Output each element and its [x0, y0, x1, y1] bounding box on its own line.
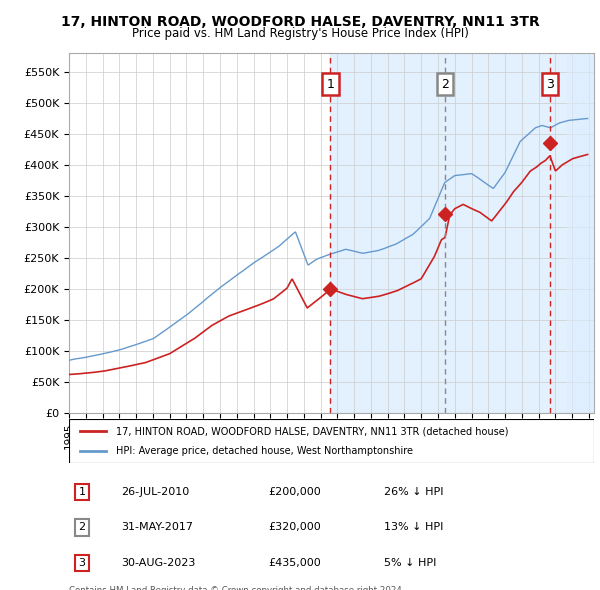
- Text: 13% ↓ HPI: 13% ↓ HPI: [384, 523, 443, 532]
- Bar: [566, 53, 594, 413]
- Text: Price paid vs. HM Land Registry's House Price Index (HPI): Price paid vs. HM Land Registry's House …: [131, 27, 469, 40]
- FancyBboxPatch shape: [69, 419, 594, 463]
- Text: 5% ↓ HPI: 5% ↓ HPI: [384, 558, 436, 568]
- Text: 3: 3: [546, 78, 554, 91]
- Text: 30-AUG-2023: 30-AUG-2023: [121, 558, 196, 568]
- Text: 17, HINTON ROAD, WOODFORD HALSE, DAVENTRY, NN11 3TR (detached house): 17, HINTON ROAD, WOODFORD HALSE, DAVENTR…: [116, 427, 509, 436]
- Text: HPI: Average price, detached house, West Northamptonshire: HPI: Average price, detached house, West…: [116, 446, 413, 455]
- Text: £200,000: £200,000: [269, 487, 321, 497]
- Text: 1: 1: [79, 487, 86, 497]
- Text: 1: 1: [326, 78, 334, 91]
- Text: £320,000: £320,000: [269, 523, 321, 532]
- Text: 2: 2: [441, 78, 449, 91]
- Text: 31-MAY-2017: 31-MAY-2017: [121, 523, 193, 532]
- Bar: [331, 53, 594, 413]
- Text: 17, HINTON ROAD, WOODFORD HALSE, DAVENTRY, NN11 3TR: 17, HINTON ROAD, WOODFORD HALSE, DAVENTR…: [61, 15, 539, 29]
- Text: Contains HM Land Registry data © Crown copyright and database right 2024.: Contains HM Land Registry data © Crown c…: [69, 586, 404, 590]
- Text: 26% ↓ HPI: 26% ↓ HPI: [384, 487, 443, 497]
- Text: 26-JUL-2010: 26-JUL-2010: [121, 487, 190, 497]
- Text: 2: 2: [79, 523, 86, 532]
- Text: 3: 3: [79, 558, 86, 568]
- Text: £435,000: £435,000: [269, 558, 321, 568]
